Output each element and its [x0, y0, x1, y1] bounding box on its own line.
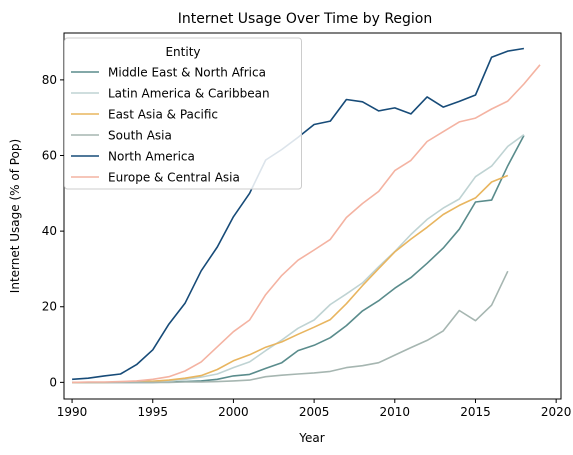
- legend-label-4: North America: [108, 150, 195, 164]
- series-layer: [72, 47, 541, 384]
- legend-label-1: Latin America & Caribbean: [108, 87, 270, 101]
- chart-title: Internet Usage Over Time by Region: [178, 11, 433, 27]
- legend-box: [64, 37, 302, 190]
- y-tick-label: 20: [42, 300, 57, 314]
- legend-title: Entity: [165, 45, 200, 59]
- legend: Entity Middle East & North Africa Latin A…: [64, 37, 302, 190]
- x-axis: 1990 1995 2000 2005 2010 2015 2020: [57, 399, 572, 419]
- legend-label-2: East Asia & Pacific: [108, 108, 218, 122]
- y-axis: 0 20 40 60 80: [42, 73, 64, 389]
- legend-label-0: Middle East & North Africa: [108, 66, 266, 80]
- x-tick-label: 1995: [137, 405, 168, 419]
- series-line-2: [72, 174, 509, 384]
- y-axis-label: Internet Usage (% of Pop): [8, 139, 22, 293]
- x-tick-label: 1990: [57, 405, 88, 419]
- y-tick-label: 0: [49, 375, 57, 389]
- series-line-3: [72, 270, 509, 384]
- x-tick-label: 2005: [299, 405, 330, 419]
- y-tick-label: 60: [42, 149, 57, 163]
- series-line-5: [72, 64, 541, 384]
- plot-frame: [63, 32, 562, 400]
- y-tick-label: 40: [42, 224, 57, 238]
- legend-items: Middle East & North Africa Latin America …: [71, 66, 270, 185]
- y-tick-label: 80: [42, 73, 57, 87]
- legend-label-5: Europe & Central Asia: [108, 171, 240, 185]
- x-tick-label: 2015: [460, 405, 491, 419]
- x-tick-label: 2020: [541, 405, 572, 419]
- legend-label-3: South Asia: [108, 129, 172, 143]
- x-tick-label: 2010: [380, 405, 411, 419]
- x-axis-label: Year: [298, 431, 324, 445]
- x-tick-label: 2000: [218, 405, 249, 419]
